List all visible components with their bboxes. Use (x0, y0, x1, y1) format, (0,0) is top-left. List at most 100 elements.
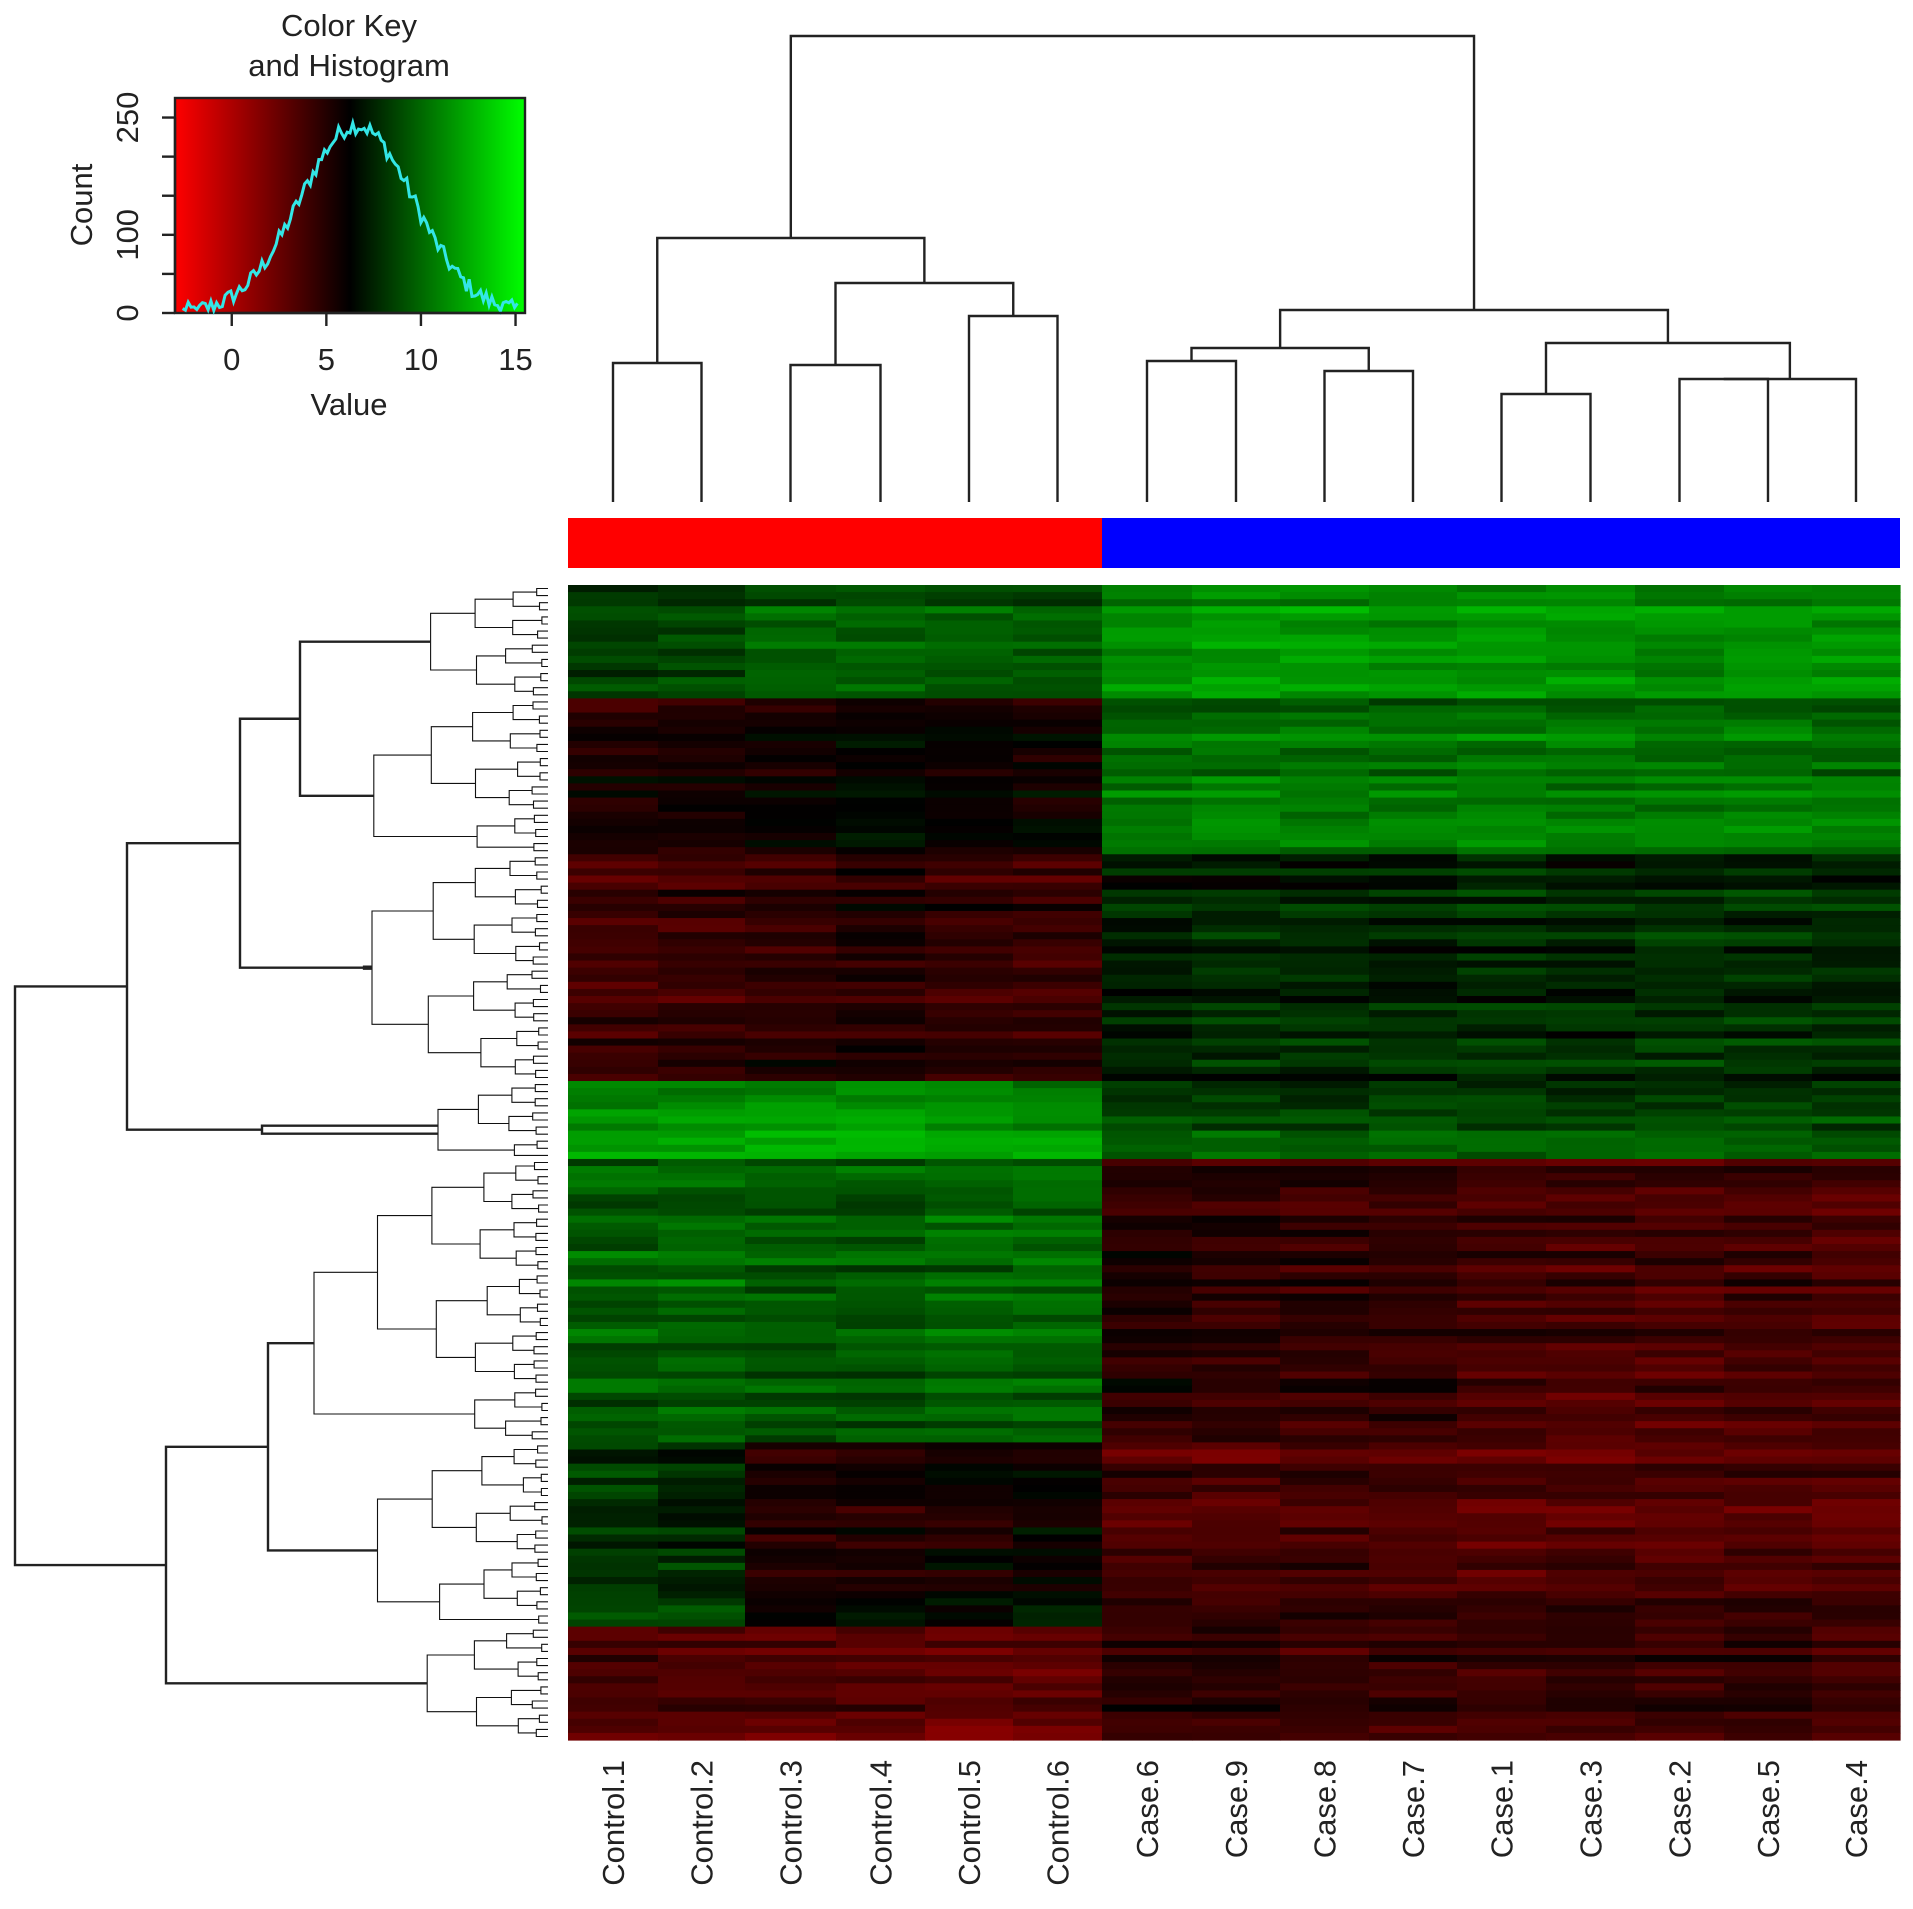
heatmap-cell (1102, 797, 1193, 806)
heatmap-cell (1635, 648, 1725, 657)
heatmap-cell (658, 1428, 746, 1436)
heatmap-cell (925, 811, 1014, 820)
heatmap-cell (745, 677, 837, 685)
heatmap-cell (1546, 1052, 1636, 1061)
heatmap-cell (1192, 1151, 1281, 1160)
heatmap-cell (1369, 847, 1458, 855)
heatmap-cell (1280, 932, 1370, 940)
heatmap-cell (1546, 1151, 1636, 1160)
heatmap-cell (836, 1329, 926, 1337)
heatmap-cell (1724, 1690, 1813, 1699)
heatmap-cell (1724, 769, 1813, 777)
heatmap-cell (1457, 1697, 1547, 1706)
heatmap-cell (1013, 1088, 1103, 1096)
heatmap-cell (836, 1406, 926, 1415)
heatmap-cell (1102, 1569, 1193, 1578)
heatmap-cell (1635, 1229, 1725, 1238)
heatmap-cell (1369, 1640, 1458, 1649)
heatmap-cell (1546, 833, 1636, 841)
heatmap-cell (1812, 889, 1901, 898)
heatmap-cell (1102, 1555, 1193, 1564)
heatmap-cell (1812, 1059, 1901, 1068)
heatmap-cell (836, 1187, 926, 1195)
heatmap-cell (1457, 740, 1547, 749)
heatmap-cell (1369, 967, 1458, 976)
heatmap-cell (568, 1286, 659, 1295)
heatmap-cell (658, 1392, 746, 1401)
heatmap-cell (568, 1428, 659, 1436)
heatmap-cell (1546, 755, 1636, 763)
heatmap-cell (1635, 967, 1725, 976)
heatmap-cell (1457, 1144, 1547, 1153)
heatmap-cell (658, 677, 746, 685)
heatmap-cell (745, 825, 837, 834)
heatmap-cell (1546, 1314, 1636, 1323)
heatmap-cell (1192, 1095, 1281, 1103)
heatmap-cell (568, 1293, 659, 1302)
heatmap-cell (658, 1449, 746, 1458)
heatmap-cell (1812, 1470, 1901, 1479)
heatmap-cell (1192, 1243, 1281, 1252)
heatmap-cell (1192, 747, 1281, 756)
heatmap-cell (836, 1314, 926, 1323)
heatmap-cell (1192, 833, 1281, 841)
heatmap-cell (568, 620, 659, 629)
heatmap-cell (925, 1116, 1014, 1125)
heatmap-cell (1369, 1442, 1458, 1451)
heatmap-cell (925, 1321, 1014, 1330)
heatmap-cell (1546, 981, 1636, 990)
heatmap-cell (568, 733, 659, 742)
heatmap-cell (568, 1088, 659, 1096)
heatmap-cell (1013, 925, 1103, 933)
heatmap-cell (745, 1690, 837, 1699)
heatmap-cell (658, 747, 746, 756)
heatmap-cell (568, 726, 659, 735)
heatmap-cell (1724, 868, 1813, 877)
heatmap-cell (745, 1017, 837, 1025)
heatmap-cell (745, 1194, 837, 1203)
heatmap-cell (658, 1690, 746, 1699)
heatmap-cell (1457, 1095, 1547, 1103)
heatmap-cell (1457, 1513, 1547, 1521)
heatmap-cell (1635, 1647, 1725, 1656)
heatmap-cell (1812, 1477, 1901, 1486)
heatmap-cell (1546, 719, 1636, 728)
heatmap-cell (1457, 1031, 1547, 1040)
heatmap-cell (1280, 1513, 1370, 1521)
heatmap-cell (1546, 1690, 1636, 1699)
heatmap-cell (1724, 1236, 1813, 1245)
heatmap-cell (1192, 1435, 1281, 1443)
heatmap-cell (1457, 1180, 1547, 1188)
heatmap-cell (1013, 641, 1103, 650)
heatmap-cell (1546, 804, 1636, 813)
heatmap-cell (568, 1662, 659, 1670)
heatmap-cell (658, 726, 746, 735)
heatmap-cell (1013, 1690, 1103, 1699)
heatmap-cell (836, 1038, 926, 1047)
heatmap-cell (925, 854, 1014, 862)
heatmap-cell (1546, 1640, 1636, 1649)
heatmap-cell (1635, 712, 1725, 721)
heatmap-cell (1812, 1442, 1901, 1451)
heatmap-cell (1369, 903, 1458, 912)
heatmap-cell (745, 747, 837, 756)
heatmap-cell (1457, 854, 1547, 862)
heatmap-cell (1280, 953, 1370, 962)
heatmap-cell (568, 1654, 659, 1663)
heatmap-cell (1013, 854, 1103, 862)
heatmap-cell (1546, 1038, 1636, 1047)
heatmap-cell (1812, 1513, 1901, 1521)
heatmap-cell (1546, 1130, 1636, 1139)
heatmap-cell (568, 1201, 659, 1210)
heatmap-cell (1192, 1357, 1281, 1366)
column-label: Case.7 (1396, 1760, 1431, 1858)
heatmap-cell (745, 1045, 837, 1054)
heatmap-cell (925, 684, 1014, 692)
heatmap-cell (568, 1584, 659, 1592)
column-label: Case.8 (1308, 1760, 1343, 1858)
heatmap-cell (1192, 1654, 1281, 1663)
heatmap-cell (1369, 1144, 1458, 1153)
heatmap-cell (1102, 1003, 1193, 1011)
heatmap-cell (836, 1704, 926, 1713)
heatmap-cell (1457, 1640, 1547, 1649)
